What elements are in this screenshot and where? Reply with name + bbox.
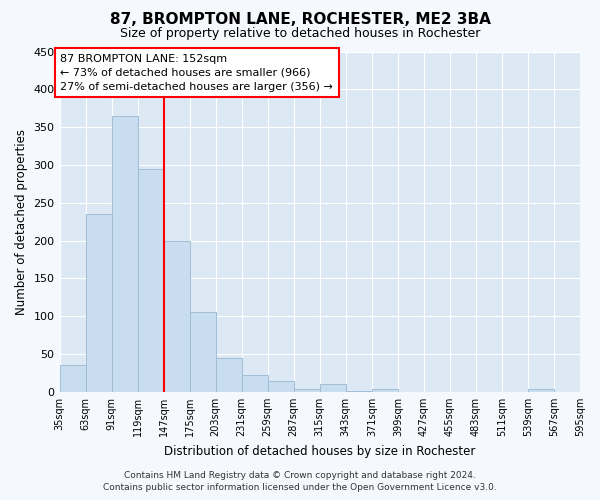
Bar xyxy=(137,169,164,392)
Bar xyxy=(528,389,554,392)
Y-axis label: Number of detached properties: Number of detached properties xyxy=(15,128,28,314)
Bar xyxy=(320,384,346,392)
Bar xyxy=(242,376,268,392)
Bar xyxy=(164,240,190,392)
Bar xyxy=(346,391,372,392)
Text: Size of property relative to detached houses in Rochester: Size of property relative to detached ho… xyxy=(120,28,480,40)
Bar xyxy=(215,358,242,392)
Bar xyxy=(372,389,398,392)
Text: 87, BROMPTON LANE, ROCHESTER, ME2 3BA: 87, BROMPTON LANE, ROCHESTER, ME2 3BA xyxy=(110,12,490,28)
Text: 87 BROMPTON LANE: 152sqm
← 73% of detached houses are smaller (966)
27% of semi-: 87 BROMPTON LANE: 152sqm ← 73% of detach… xyxy=(61,54,334,92)
Text: Contains HM Land Registry data © Crown copyright and database right 2024.
Contai: Contains HM Land Registry data © Crown c… xyxy=(103,471,497,492)
Bar xyxy=(112,116,137,392)
Bar xyxy=(86,214,112,392)
Bar xyxy=(268,382,294,392)
Bar xyxy=(294,389,320,392)
Bar xyxy=(190,312,215,392)
X-axis label: Distribution of detached houses by size in Rochester: Distribution of detached houses by size … xyxy=(164,444,475,458)
Bar xyxy=(59,366,86,392)
